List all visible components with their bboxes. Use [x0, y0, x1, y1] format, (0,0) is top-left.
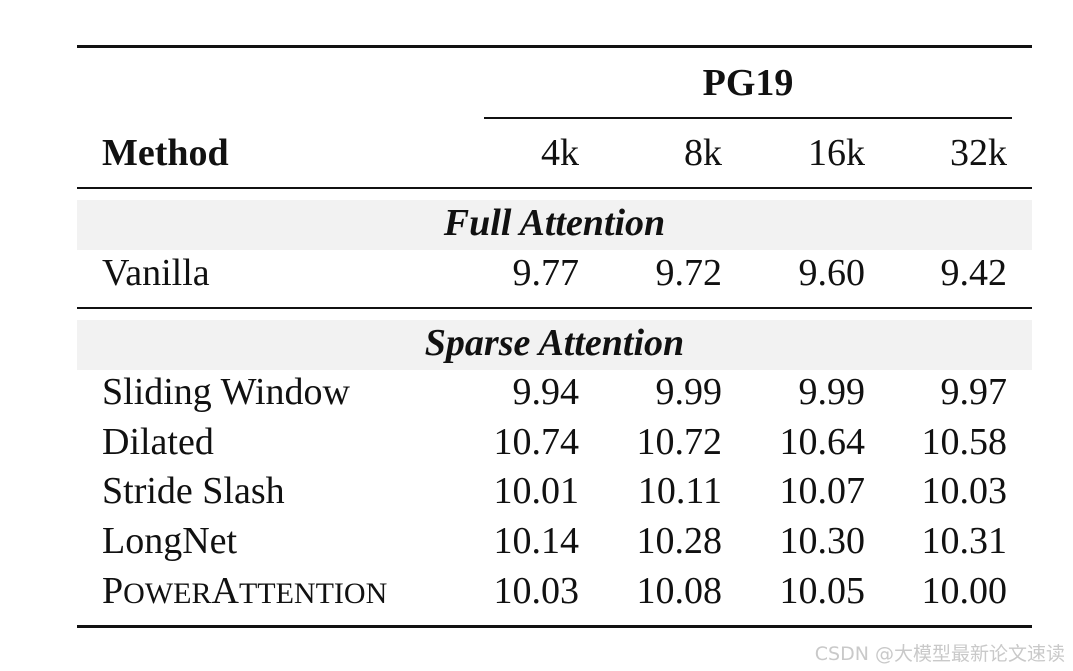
small-caps-letter: P — [102, 570, 124, 612]
section-title: Full Attention — [443, 202, 666, 244]
small-caps-letter: N — [365, 577, 388, 610]
watermark: CSDN @大模型最新论文速读 — [814, 643, 1065, 665]
section-rule — [77, 307, 1032, 309]
small-caps-letter: N — [293, 577, 316, 610]
section-band-full — [77, 200, 1032, 250]
table-cell: 10.64 — [779, 421, 866, 463]
table-cell: 9.94 — [512, 371, 580, 413]
table-cell: 10.14 — [493, 520, 580, 562]
small-caps-letter: T — [315, 577, 334, 610]
column-header: 4k — [541, 132, 579, 174]
section-title: Sparse Attention — [424, 322, 685, 364]
small-caps-letter: R — [191, 577, 212, 610]
table-cell: 10.31 — [921, 520, 1008, 562]
table-cell: 10.03 — [493, 570, 580, 612]
small-caps-letter: I — [333, 577, 344, 610]
table-cell: 10.05 — [779, 570, 866, 612]
small-caps-letter: W — [144, 577, 174, 610]
table-cell: 9.99 — [798, 371, 866, 413]
table-cell: 9.42 — [940, 252, 1008, 294]
table-cell: 10.08 — [636, 570, 723, 612]
table-cell: 10.72 — [636, 421, 723, 463]
table-cell: 9.77 — [512, 252, 580, 294]
top-rule — [77, 45, 1032, 48]
table-cell: 9.99 — [655, 371, 723, 413]
method-name: Sliding Window — [102, 371, 350, 413]
method-name-powerattention: POWERATTENTION — [102, 572, 387, 610]
method-name: Dilated — [102, 421, 214, 463]
table-cell: 10.74 — [493, 421, 580, 463]
method-header: Method — [102, 132, 229, 174]
small-caps-letter: O — [343, 577, 366, 610]
table-cell: 9.60 — [798, 252, 866, 294]
method-name: Vanilla — [102, 252, 210, 294]
column-header: 16k — [808, 132, 865, 174]
table-cell: 10.07 — [779, 470, 866, 512]
method-name: Stride Slash — [102, 470, 285, 512]
small-caps-letter: E — [275, 577, 294, 610]
table-cell: 10.11 — [637, 470, 722, 512]
small-caps-letter: A — [211, 570, 239, 612]
table-cell: 9.72 — [655, 252, 723, 294]
small-caps-letter: T — [238, 577, 258, 610]
method-name: LongNet — [102, 520, 238, 562]
dataset-cmidrule — [484, 117, 1012, 119]
column-header: 8k — [684, 132, 722, 174]
table-cell: 10.30 — [779, 520, 866, 562]
table-cell: 10.58 — [921, 421, 1008, 463]
small-caps-letter: T — [257, 577, 276, 610]
section-band-sparse — [77, 320, 1032, 370]
small-caps-letter: O — [123, 577, 145, 610]
bottom-rule — [77, 625, 1032, 628]
small-caps-method-name: POWERATTENTION — [102, 570, 387, 612]
header-rule — [77, 187, 1032, 189]
column-header: 32k — [950, 132, 1007, 174]
dataset-header: PG19 — [702, 62, 794, 104]
table-cell: 9.97 — [940, 371, 1008, 413]
table-cell: 10.28 — [636, 520, 723, 562]
table-cell: 10.01 — [493, 470, 580, 512]
table-cell: 10.00 — [921, 570, 1008, 612]
table-cell: 10.03 — [921, 470, 1008, 512]
small-caps-letter: E — [173, 577, 192, 610]
